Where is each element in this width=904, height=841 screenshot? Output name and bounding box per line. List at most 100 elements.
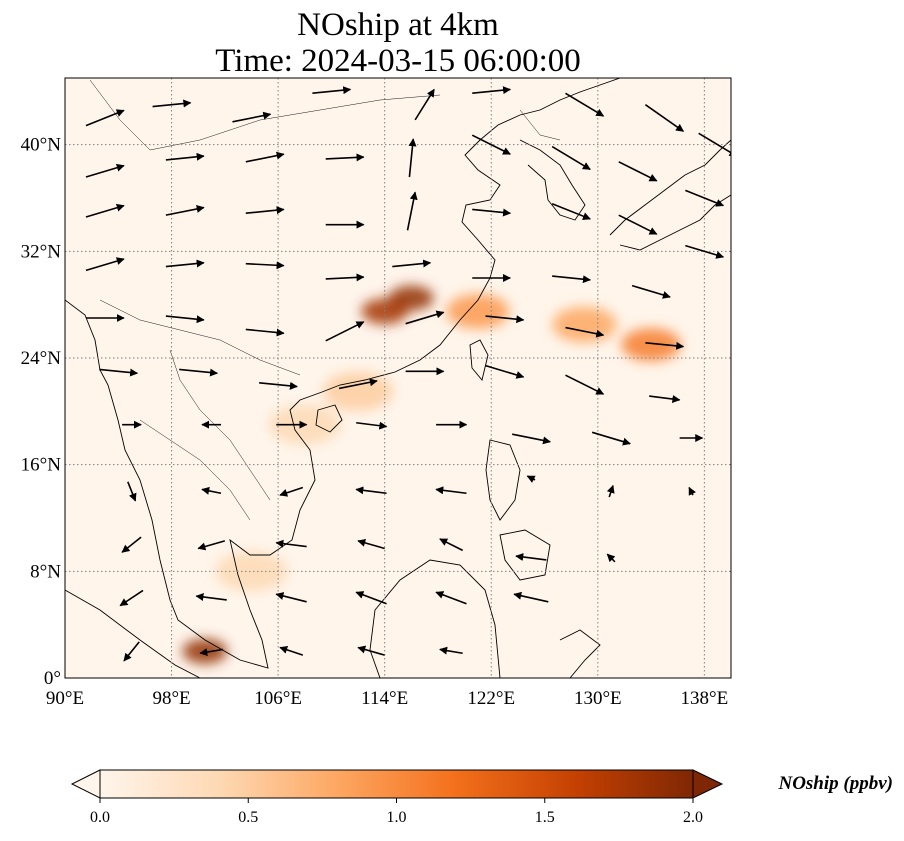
wind-arrow bbox=[325, 273, 365, 282]
wind-arrow bbox=[195, 593, 227, 601]
x-tick-label: 122°E bbox=[467, 688, 515, 709]
wind-arrow bbox=[565, 374, 605, 395]
taiwan-coastline bbox=[469, 339, 489, 381]
wind-arrow bbox=[85, 163, 125, 178]
colorbar-ticks: 0.0 0.5 1.0 1.5 2.0 bbox=[90, 798, 703, 826]
colorbar-label: NOship (ppbv) bbox=[777, 773, 893, 794]
wind-arrow bbox=[201, 486, 222, 495]
y-tick-label: 0° bbox=[44, 668, 61, 689]
wind-arrow bbox=[165, 315, 205, 324]
sumatra-coastline bbox=[65, 589, 201, 678]
map-background bbox=[65, 78, 731, 678]
korea-coastline bbox=[519, 139, 586, 221]
gridlines bbox=[65, 78, 731, 678]
y-tick-label: 40°N bbox=[21, 135, 62, 156]
wind-arrow bbox=[325, 153, 365, 162]
wind-arrow bbox=[435, 486, 467, 495]
hainan-coastline bbox=[315, 404, 343, 433]
x-tick-label: 98°E bbox=[152, 688, 190, 709]
wind-arrow bbox=[232, 111, 272, 123]
wind-arrow bbox=[512, 433, 551, 445]
wind-arrow bbox=[591, 431, 631, 446]
wind-arrow bbox=[472, 86, 512, 95]
wind-vectors bbox=[85, 86, 731, 662]
figure-title-line1: NOship at 4km bbox=[297, 7, 499, 43]
wind-arrow bbox=[435, 591, 467, 605]
asia-coastline bbox=[65, 78, 621, 669]
y-tick-label: 16°N bbox=[21, 455, 62, 476]
y-tick-label: 32°N bbox=[21, 241, 62, 262]
wind-arrow bbox=[392, 259, 432, 268]
colorbar-lower-extension bbox=[70, 769, 101, 799]
wind-arrow bbox=[685, 244, 725, 259]
wind-arrow bbox=[127, 481, 137, 502]
wind-arrow bbox=[439, 646, 463, 655]
concentration-hotspot bbox=[215, 551, 288, 592]
wind-arrow bbox=[649, 395, 681, 403]
wind-arrow bbox=[259, 381, 298, 390]
colorbar-upper-extension bbox=[692, 769, 724, 799]
japan-coastline bbox=[609, 139, 731, 251]
wind-arrow bbox=[688, 486, 696, 496]
luzon-coastline bbox=[485, 439, 521, 521]
wind-arrow bbox=[245, 261, 285, 270]
wind-arrow bbox=[472, 208, 512, 217]
sulawesi-coastline bbox=[559, 629, 601, 678]
wind-arrow bbox=[698, 132, 731, 157]
figure-title-line2: Time: 2024-03-15 06:00:00 bbox=[215, 43, 580, 79]
x-tick-label: 138°E bbox=[681, 688, 729, 709]
concentration-hotspot bbox=[182, 638, 228, 664]
colorbar-body bbox=[99, 769, 694, 799]
colorbar: 0.0 0.5 1.0 1.5 2.0 NOship (ppbv) bbox=[70, 769, 893, 826]
mindanao-coastline bbox=[499, 529, 551, 581]
wind-arrow bbox=[606, 553, 616, 563]
colorbar-tick-label: 0.5 bbox=[238, 809, 258, 826]
wind-arrow bbox=[526, 475, 536, 483]
wind-arrow bbox=[119, 589, 144, 607]
wind-arrow bbox=[408, 138, 417, 178]
wind-arrow bbox=[356, 421, 388, 430]
wind-arrow bbox=[618, 161, 658, 182]
wind-arrow bbox=[685, 189, 725, 207]
wind-arrow bbox=[513, 591, 549, 603]
wind-arrow bbox=[152, 99, 192, 108]
wind-arrow bbox=[179, 368, 218, 377]
wind-arrow bbox=[338, 378, 378, 390]
wind-arrow bbox=[123, 641, 140, 662]
wind-arrow bbox=[355, 486, 387, 495]
wind-arrow bbox=[439, 538, 464, 552]
x-tick-label: 90°E bbox=[46, 688, 84, 709]
colorbar-tick-label: 2.0 bbox=[683, 809, 703, 826]
map-frame bbox=[64, 77, 732, 679]
borneo-coastline bbox=[369, 559, 501, 678]
y-tick-label: 8°N bbox=[30, 561, 61, 582]
wind-arrow bbox=[245, 206, 285, 215]
wind-arrow bbox=[515, 553, 547, 561]
wind-arrow bbox=[199, 648, 224, 656]
y-axis-ticks: 0° 8°N 16°N 24°N 32°N 40°N bbox=[21, 135, 62, 689]
wind-arrow bbox=[405, 310, 445, 325]
wind-arrow bbox=[165, 259, 205, 268]
wind-arrow bbox=[551, 145, 591, 171]
wind-arrow bbox=[565, 92, 605, 117]
wind-arrow bbox=[165, 205, 205, 216]
y-tick-label: 24°N bbox=[21, 348, 62, 369]
x-axis-ticks: 90°E 98°E 106°E 114°E 122°E 130°E 138°E bbox=[46, 688, 728, 709]
wind-arrow bbox=[275, 539, 307, 548]
wind-arrow bbox=[279, 486, 304, 497]
wind-arrow bbox=[197, 540, 226, 551]
wind-arrow bbox=[312, 86, 352, 95]
wind-arrow bbox=[485, 315, 525, 324]
x-tick-label: 130°E bbox=[574, 688, 622, 709]
wind-arrow bbox=[552, 275, 591, 284]
coastlines bbox=[65, 78, 731, 678]
concentration-hotspot bbox=[446, 293, 510, 329]
colorbar-tick-label: 1.0 bbox=[387, 809, 407, 826]
wind-arrow bbox=[565, 326, 605, 338]
wind-arrow bbox=[357, 538, 385, 550]
wind-arrow bbox=[645, 341, 685, 350]
wind-arrow bbox=[245, 151, 285, 163]
concentration-hotspot bbox=[552, 306, 617, 343]
